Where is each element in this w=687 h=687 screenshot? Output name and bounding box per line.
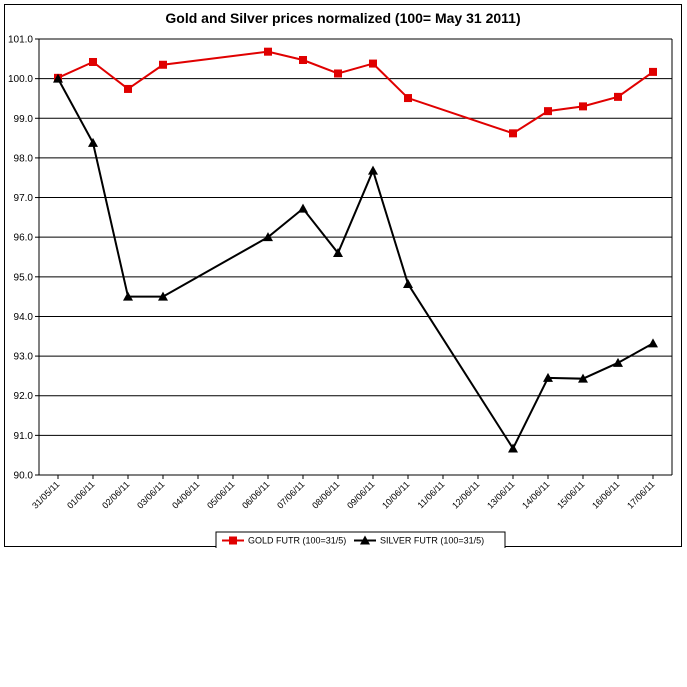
silver-point xyxy=(648,338,658,348)
silver-point xyxy=(123,291,133,301)
silver-point xyxy=(578,373,588,383)
silver-point xyxy=(543,372,553,382)
gold-point xyxy=(159,60,167,69)
x-tick-label: 14/06/11 xyxy=(520,479,551,510)
silver-point xyxy=(298,203,308,213)
y-tick-label: 97.0 xyxy=(14,193,34,204)
x-tick-label: 08/06/11 xyxy=(310,479,341,510)
gold-point xyxy=(509,129,517,138)
x-tick-label: 10/06/11 xyxy=(380,479,411,510)
series-line-1 xyxy=(57,78,654,451)
x-tick-label: 06/06/11 xyxy=(240,479,271,510)
gold-point xyxy=(544,107,552,116)
legend-marker-square xyxy=(229,536,237,545)
gold-point xyxy=(89,57,97,66)
x-tick-label: 01/06/11 xyxy=(65,479,96,510)
gold-point xyxy=(124,84,132,93)
series-line-0 xyxy=(57,50,654,135)
silver-point xyxy=(53,73,63,83)
gold-point xyxy=(299,56,307,65)
silver-point xyxy=(88,137,98,147)
y-tick-label: 100.0 xyxy=(8,74,33,85)
y-tick-label: 91.0 xyxy=(14,431,34,442)
silver-point xyxy=(613,357,623,367)
gold-point xyxy=(649,67,657,76)
x-tick-label: 31/05/11 xyxy=(30,479,61,510)
x-tick-label: 04/06/11 xyxy=(170,479,201,510)
y-tick-label: 101.0 xyxy=(8,35,33,46)
x-tick-label: 15/06/11 xyxy=(555,479,586,510)
chart-frame: Gold and Silver prices normalized (100= … xyxy=(4,4,682,548)
silver-point xyxy=(508,443,518,453)
line-chart: Gold and Silver prices normalized (100= … xyxy=(8,10,673,548)
y-tick-label: 96.0 xyxy=(14,233,34,244)
x-tick-label: 16/06/11 xyxy=(590,479,621,510)
y-tick-label: 99.0 xyxy=(14,114,34,125)
y-tick-label: 93.0 xyxy=(14,352,34,363)
legend-label: GOLD FUTR (100=31/5) xyxy=(248,536,346,546)
gold-point xyxy=(334,69,342,78)
x-tick-label: 09/06/11 xyxy=(345,479,376,510)
chart-title: Gold and Silver prices normalized (100= … xyxy=(165,10,520,26)
y-axis-ticks: 90.0 91.0 92.0 93.0 94.0 95.0 96.0 97.0 98.0 99.0… xyxy=(8,35,33,482)
legend-marker-triangle xyxy=(360,535,370,545)
gold-point xyxy=(369,59,377,68)
silver-point xyxy=(403,278,413,288)
gold-point xyxy=(404,94,412,103)
gold-point xyxy=(579,102,587,111)
x-tick-label: 05/06/11 xyxy=(205,479,236,510)
y-tick-label: 94.0 xyxy=(14,312,34,323)
gold-point xyxy=(614,92,622,101)
silver-point xyxy=(333,248,343,258)
series-layer xyxy=(53,47,658,453)
x-tick-label: 11/06/11 xyxy=(416,479,447,510)
silver-point xyxy=(263,232,273,242)
x-tick-label: 13/06/11 xyxy=(485,479,516,510)
x-tick-label: 02/06/11 xyxy=(100,479,131,510)
y-tick-label: 98.0 xyxy=(14,153,34,164)
legend: GOLD FUTR (100=31/5) SILVER FUTR (100=31/… xyxy=(215,531,506,548)
x-tick-label: 07/06/11 xyxy=(275,479,306,510)
silver-point xyxy=(368,165,378,175)
x-tick-label: 17/06/11 xyxy=(625,479,656,510)
silver-point xyxy=(158,291,168,301)
x-tick-label: 03/06/11 xyxy=(135,479,166,510)
y-tick-label: 92.0 xyxy=(14,391,34,402)
x-tick-label: 12/06/11 xyxy=(450,479,481,510)
gold-point xyxy=(264,47,272,56)
legend-label: SILVER FUTR (100=31/5) xyxy=(380,536,484,546)
y-tick-label: 90.0 xyxy=(14,471,34,482)
x-axis-ticks: 31/05/11 01/06/11 02/06/11 03/06/11 04/06/11… xyxy=(30,475,656,511)
grid-lines xyxy=(35,38,673,476)
y-tick-label: 95.0 xyxy=(14,272,34,283)
